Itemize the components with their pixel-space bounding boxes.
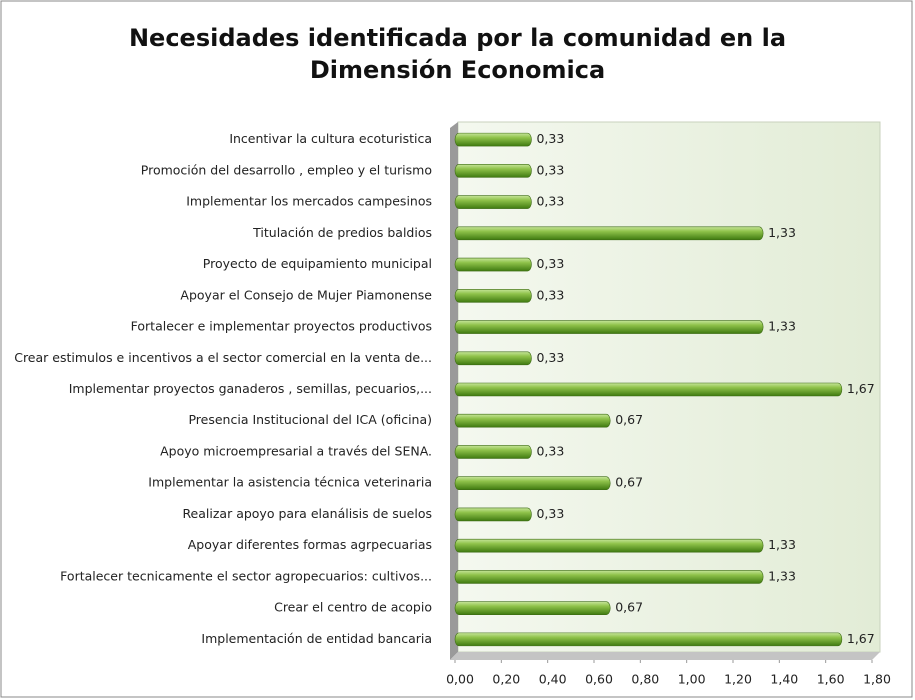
y-tick-label: Fortalecer e implementar proyectos produ…: [131, 319, 432, 334]
value-label: 1,33: [768, 319, 796, 334]
x-tick-label: 1,40: [770, 672, 798, 687]
x-tick-label: 1,20: [724, 672, 752, 687]
y-tick-label: Apoyar diferentes formas agrpecuarias: [188, 537, 432, 552]
bar: [454, 570, 764, 584]
value-label: 1,67: [847, 631, 875, 646]
x-tick-label: 0,00: [446, 672, 474, 687]
value-label: 0,67: [615, 412, 643, 427]
y-tick-label: Implementar los mercados campesinos: [186, 194, 432, 209]
bar: [454, 413, 611, 428]
y-tick-label: Crear estimulos e incentivos a el sector…: [14, 350, 432, 365]
bar: [454, 507, 532, 522]
value-label: 0,33: [536, 162, 564, 177]
x-tick-label: 1,60: [817, 672, 845, 687]
bar: [454, 601, 611, 615]
y-tick-label: Apoyar el Consejo de Mujer Piamonense: [180, 287, 432, 302]
side-wall: [450, 122, 458, 660]
value-label: 0,33: [536, 506, 564, 521]
bar: [454, 320, 764, 334]
x-tick-label: 0,80: [631, 672, 659, 687]
y-tick-label: Presencia Institucional del ICA (oficina…: [188, 412, 432, 427]
value-label: 0,67: [615, 475, 643, 490]
value-label: 0,33: [536, 131, 564, 146]
y-tick-label: Incentivar la cultura ecoturistica: [229, 131, 432, 146]
bar: [454, 195, 532, 209]
value-label: 0,33: [536, 194, 564, 209]
y-tick-label: Realizar apoyo para elanálisis de suelos: [182, 506, 432, 521]
value-label: 0,33: [536, 256, 564, 271]
value-label: 0,33: [536, 443, 564, 458]
value-label: 0,33: [536, 350, 564, 365]
bar: [454, 226, 764, 241]
y-tick-label: Apoyo microempresarial a través del SENA…: [160, 443, 432, 458]
x-tick-label: 0,40: [539, 672, 567, 687]
bar: [454, 538, 764, 553]
y-tick-label: Implementar la asistencia técnica veteri…: [148, 475, 432, 490]
bar: [454, 288, 532, 303]
x-tick-label: 0,20: [492, 672, 520, 687]
bar: [454, 476, 611, 491]
bar: [454, 351, 532, 366]
value-label: 1,33: [768, 537, 796, 552]
x-tick-label: 1,80: [863, 672, 891, 687]
chart-title: Necesidades identificada por la comunida…: [128, 24, 787, 84]
bar: [454, 632, 843, 647]
bar: [454, 445, 532, 459]
y-tick-label: Crear el centro de acopio: [274, 600, 432, 615]
x-tick-label: 1,00: [678, 672, 706, 687]
bar: [454, 132, 532, 147]
value-label: 1,67: [847, 381, 875, 396]
value-label: 0,33: [536, 287, 564, 302]
y-tick-label: Promoción del desarrollo , empleo y el t…: [141, 162, 432, 177]
y-tick-label: Implementar proyectos ganaderos , semill…: [69, 381, 432, 396]
bar: [454, 164, 532, 178]
value-label: 1,33: [768, 225, 796, 240]
y-tick-label: Proyecto de equipamiento municipal: [203, 256, 432, 271]
y-tick-label: Implementación de entidad bancaria: [201, 631, 432, 646]
floor: [450, 652, 880, 660]
value-label: 1,33: [768, 568, 796, 583]
y-tick-label: Fortalecer tecnicamente el sector agrope…: [60, 568, 432, 583]
bar: [454, 382, 843, 397]
x-tick-label: 0,60: [585, 672, 613, 687]
y-tick-label: Titulación de predios baldios: [252, 225, 432, 240]
value-label: 0,67: [615, 600, 643, 615]
bar: [454, 257, 532, 272]
